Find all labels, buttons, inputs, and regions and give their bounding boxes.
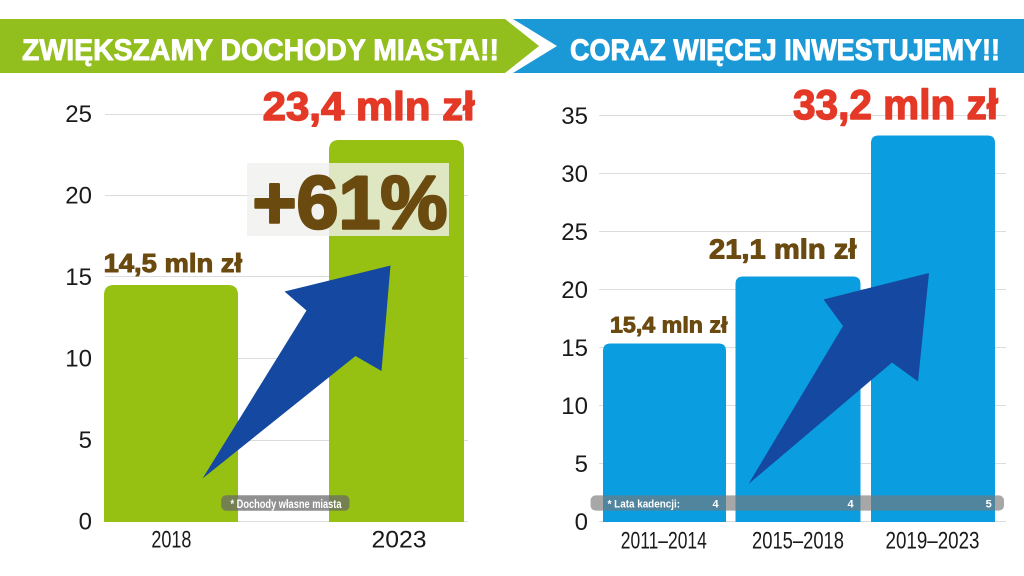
svg-text:10: 10 <box>65 346 92 373</box>
svg-text:2018: 2018 <box>151 526 191 553</box>
svg-text:25: 25 <box>561 219 588 246</box>
svg-text:2023: 2023 <box>372 526 427 553</box>
svg-text:* Dochody własne miasta: * Dochody własne miasta <box>231 497 342 511</box>
svg-text:2019–2023: 2019–2023 <box>886 528 980 555</box>
svg-text:20: 20 <box>561 277 588 304</box>
svg-text:35: 35 <box>561 103 588 130</box>
svg-text:25: 25 <box>65 101 92 128</box>
svg-text:10: 10 <box>561 393 588 420</box>
svg-text:30: 30 <box>561 161 588 188</box>
svg-text:2011–2014: 2011–2014 <box>621 528 707 555</box>
svg-text:0: 0 <box>79 509 92 536</box>
svg-text:CORAZ WIĘCEJ INWESTUJEMY!!: CORAZ WIĘCEJ INWESTUJEMY!! <box>570 34 1000 67</box>
svg-text:5: 5 <box>575 451 588 478</box>
svg-text:5: 5 <box>986 498 992 510</box>
svg-text:* Lata kadencji:: * Lata kadencji: <box>608 498 680 510</box>
svg-text:ZWIĘKSZAMY DOCHODY MIASTA!!: ZWIĘKSZAMY DOCHODY MIASTA!! <box>22 34 499 67</box>
svg-text:15: 15 <box>65 264 92 291</box>
svg-text:14,5 mln zł: 14,5 mln zł <box>104 248 243 278</box>
svg-text:4: 4 <box>712 498 719 510</box>
svg-text:23,4 mln zł: 23,4 mln zł <box>263 85 475 129</box>
svg-text:4: 4 <box>847 498 854 510</box>
svg-text:2015–2018: 2015–2018 <box>752 528 844 555</box>
svg-text:5: 5 <box>79 427 92 454</box>
svg-text:0: 0 <box>575 509 588 536</box>
svg-text:33,2 mln zł: 33,2 mln zł <box>793 81 998 128</box>
svg-text:15,4 mln zł: 15,4 mln zł <box>610 313 728 338</box>
svg-text:+61%: +61% <box>253 161 448 245</box>
svg-text:21,1 mln zł: 21,1 mln zł <box>709 234 857 265</box>
svg-text:15: 15 <box>561 335 588 362</box>
svg-text:20: 20 <box>65 183 92 210</box>
